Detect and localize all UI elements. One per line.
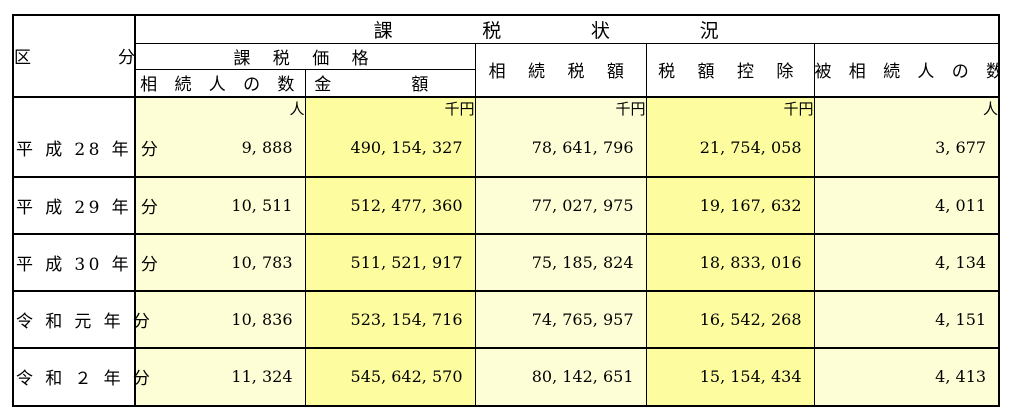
tax-deduction: 19, 167, 632 xyxy=(646,175,815,234)
hi-sozokunin-header: 被 相 続 人 の 数 xyxy=(814,43,1000,97)
sozokunin-header: 相 続 人 の 数 xyxy=(135,69,306,97)
table-row: 平 成 29 年 分 10, 511 512, 477, 360 77, 027… xyxy=(13,175,1000,234)
taxable-amount: 511, 521, 917 xyxy=(305,232,476,291)
zeigaku-kojo-header: 税 額 控 除 xyxy=(646,43,815,97)
tax-deduction: 15, 154, 434 xyxy=(646,346,815,406)
heirs-count: 10, 511 xyxy=(135,175,306,234)
taxable-amount: 512, 477, 360 xyxy=(305,175,476,234)
inheritance-tax-table: 区 分 課 税 状 況 課 税 価 格 相 続 税 額 税 額 控 除 被 相 … xyxy=(12,14,1001,407)
unit-heirs: 人 xyxy=(135,95,306,119)
tax-deduction: 16, 542, 268 xyxy=(646,289,815,348)
inheritance-tax: 80, 142, 651 xyxy=(475,346,647,406)
heirs-count: 9, 888 xyxy=(135,118,306,177)
table-row: 令 和 元 年 分 10, 836 523, 154, 716 74, 765,… xyxy=(13,289,1000,348)
table-row: 平 成 28 年 分 9, 888 490, 154, 327 78, 641,… xyxy=(13,118,1000,177)
row-label: 令 和 ２ 年 分 xyxy=(13,346,150,406)
table-row: 令 和 ２ 年 分 11, 324 545, 642, 570 80, 142,… xyxy=(13,346,1000,406)
heirs-count: 10, 836 xyxy=(135,289,306,348)
inheritance-tax: 74, 765, 957 xyxy=(475,289,647,348)
inheritance-tax: 75, 185, 824 xyxy=(475,232,647,291)
decedents-count: 4, 413 xyxy=(814,346,1000,406)
inheritance-tax: 77, 027, 975 xyxy=(475,175,647,234)
taxable-amount: 523, 154, 716 xyxy=(305,289,476,348)
decedents-count: 4, 134 xyxy=(814,232,1000,291)
heirs-count: 10, 783 xyxy=(135,232,306,291)
sozoku-zeigaku-header: 相 続 税 額 xyxy=(475,43,647,97)
table-row: 平 成 30 年 分 10, 783 511, 521, 917 75, 185… xyxy=(13,232,1000,291)
row-label: 平 成 30 年 分 xyxy=(13,232,158,291)
kazei-kakaku-header: 課 税 価 格 xyxy=(135,43,476,70)
unit-row-label xyxy=(13,95,136,119)
unit-amount: 千円 xyxy=(305,95,476,119)
decedents-count: 3, 677 xyxy=(814,118,1000,177)
row-label: 令 和 元 年 分 xyxy=(13,289,150,348)
tax-deduction: 21, 754, 058 xyxy=(646,118,815,177)
unit-decedents: 人 xyxy=(814,95,1000,119)
taxable-amount: 545, 642, 570 xyxy=(305,346,476,406)
unit-tax: 千円 xyxy=(475,95,647,119)
unit-deduction: 千円 xyxy=(646,95,815,119)
taxable-amount: 490, 154, 327 xyxy=(305,118,476,177)
inheritance-tax: 78, 641, 796 xyxy=(475,118,647,177)
decedents-count: 4, 151 xyxy=(814,289,1000,348)
kingaku-header: 金 額 xyxy=(305,69,476,97)
tax-deduction: 18, 833, 016 xyxy=(646,232,815,291)
decedents-count: 4, 011 xyxy=(814,175,1000,234)
kubun-header: 区 分 xyxy=(13,15,136,97)
row-label: 平 成 29 年 分 xyxy=(13,175,158,234)
kazei-jokyo-header: 課 税 状 況 xyxy=(135,15,1000,44)
row-label: 平 成 28 年 分 xyxy=(13,118,158,177)
heirs-count: 11, 324 xyxy=(135,346,306,406)
